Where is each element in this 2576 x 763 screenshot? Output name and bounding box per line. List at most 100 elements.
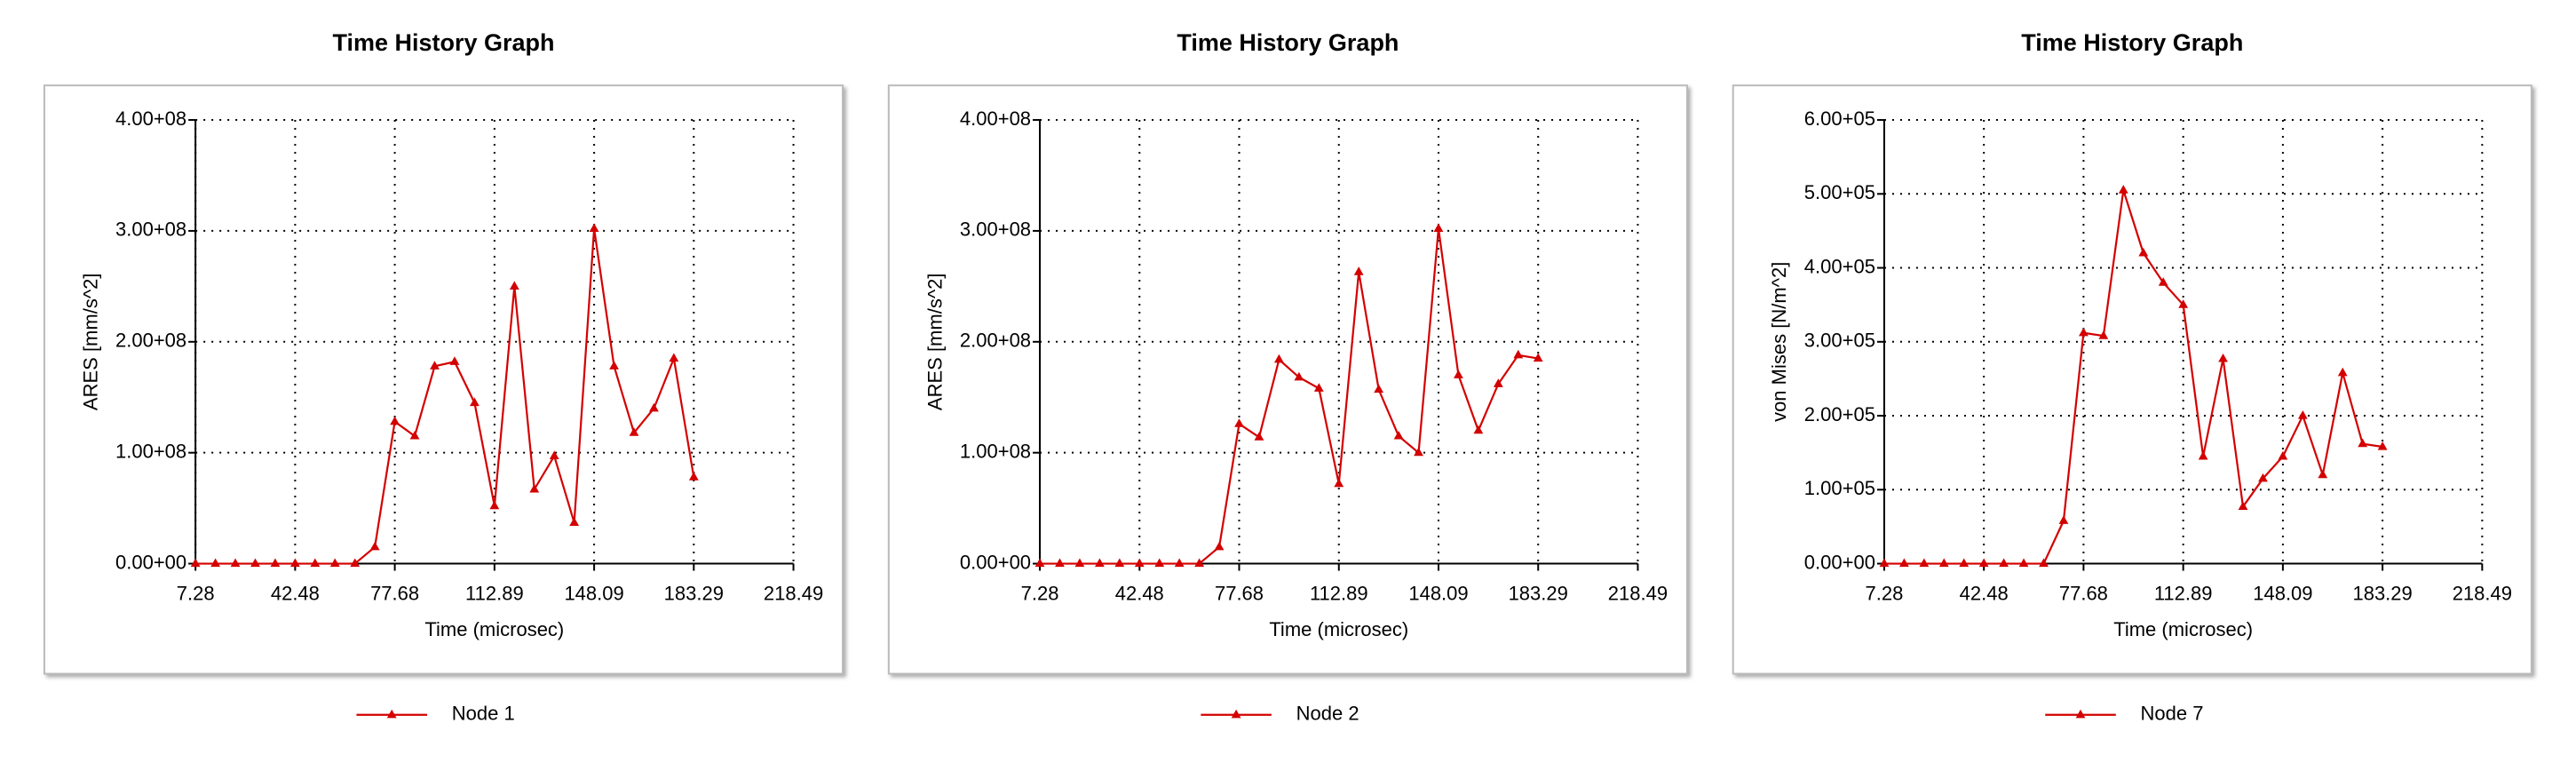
x-tick-label: 42.48 [1960, 583, 2009, 605]
data-point [1533, 353, 1543, 362]
y-tick-label: 6.00+05 [1804, 107, 1875, 130]
data-point [1154, 558, 1165, 568]
x-tick-label: 148.09 [564, 583, 623, 605]
data-point [2218, 353, 2228, 362]
data-point [250, 558, 260, 568]
y-axis-title: ARES [mm/s^2] [923, 274, 946, 411]
data-point [1919, 558, 1930, 568]
data-point [2318, 469, 2328, 479]
y-tick-label: 4.00+08 [960, 107, 1031, 130]
legend-label: Node 2 [1296, 703, 1359, 725]
data-point [529, 483, 540, 493]
panel-frame [43, 84, 844, 675]
data-point [2098, 330, 2109, 339]
data-point [649, 402, 659, 412]
data-point [210, 558, 220, 568]
y-tick-label: 4.00+08 [115, 107, 186, 130]
x-axis-title: Time (microsec) [1269, 618, 1408, 640]
x-tick-label: 183.29 [2352, 583, 2412, 605]
data-point [1313, 383, 1324, 392]
y-tick-label: 0.00+00 [1804, 551, 1875, 573]
data-point [369, 541, 380, 551]
data-point [688, 472, 699, 481]
data-point [1294, 371, 1304, 381]
data-point [1094, 558, 1105, 568]
data-point [310, 558, 321, 568]
data-point [2039, 558, 2049, 568]
y-tick-label: 0.00+00 [960, 551, 1031, 573]
data-point [2337, 367, 2348, 377]
data-point [1959, 558, 1970, 568]
data-point [449, 356, 460, 365]
data-point [289, 558, 300, 568]
legend-marker [1231, 709, 1241, 719]
data-point [1898, 558, 1909, 568]
x-tick-label: 218.49 [1608, 583, 1668, 605]
chart-title: Time History Graph [2021, 29, 2243, 56]
x-tick-label: 112.89 [2154, 583, 2213, 605]
y-tick-label: 3.00+05 [1804, 330, 1875, 352]
x-axis-title: Time (microsec) [2113, 618, 2253, 640]
x-tick-label: 7.28 [1021, 583, 1059, 605]
chart-title: Time History Graph [332, 29, 554, 56]
y-tick-label: 1.00+05 [1804, 477, 1875, 499]
y-tick-label: 2.00+05 [1804, 403, 1875, 425]
data-point [430, 361, 440, 370]
chart-panel: Time History Graph 0.00+00 1.00+08 2.00+08 3… [887, 29, 1688, 725]
data-point [2178, 299, 2189, 308]
data-point [1334, 478, 1344, 488]
data-point [350, 558, 361, 568]
data-point [1374, 384, 1384, 393]
panel-frame [1732, 84, 2532, 675]
data-point [2297, 410, 2308, 419]
data-point [2079, 327, 2089, 337]
x-tick-label: 7.28 [1866, 583, 1904, 605]
data-point [609, 361, 619, 370]
data-point [1194, 558, 1205, 568]
data-point [2278, 450, 2288, 460]
x-tick-label: 148.09 [2253, 583, 2312, 605]
data-point [1433, 223, 1444, 233]
chart-title: Time History Graph [1177, 29, 1399, 56]
data-point [2377, 441, 2388, 450]
data-point [329, 558, 340, 568]
y-tick-label: 1.00+08 [960, 440, 1031, 462]
data-point [2258, 473, 2268, 482]
data-point [2198, 450, 2208, 460]
data-line [195, 228, 695, 565]
data-point [1393, 430, 1404, 440]
data-point [409, 430, 420, 440]
legend-marker [2075, 709, 2086, 719]
data-point [2018, 558, 2029, 568]
data-point [549, 450, 559, 460]
chart-panel: Time History Graph 0.00+00 1.00+05 2.00+05 3… [1732, 29, 2532, 725]
x-tick-label: 42.48 [271, 583, 320, 605]
data-point [2158, 277, 2168, 286]
data-point [1134, 558, 1145, 568]
y-axis-title: von Mises [N/m^2] [1768, 262, 1790, 422]
y-tick-label: 2.00+08 [115, 330, 186, 352]
x-tick-label: 148.09 [1408, 583, 1468, 605]
data-point [589, 223, 599, 233]
data-point [390, 416, 400, 425]
data-point [629, 427, 639, 436]
y-tick-label: 1.00+08 [115, 440, 186, 462]
data-point [2238, 501, 2248, 511]
x-tick-label: 77.68 [2059, 583, 2108, 605]
chart-panel: Time History Graph 0.00+00 1.00+08 2.00+08 3… [43, 29, 844, 725]
y-tick-label: 5.00+05 [1804, 181, 1875, 203]
legend-label: Node 7 [2141, 703, 2204, 725]
data-point [669, 353, 679, 362]
data-point [489, 500, 500, 510]
data-point [2118, 185, 2128, 194]
x-tick-label: 42.48 [1115, 583, 1164, 605]
x-tick-label: 218.49 [2453, 583, 2512, 605]
data-point [1273, 354, 1284, 363]
data-point [470, 397, 480, 407]
y-axis-title: ARES [mm/s^2] [79, 274, 101, 411]
data-point [1074, 558, 1085, 568]
data-point [1493, 378, 1503, 387]
x-axis-title: Time (microsec) [424, 618, 564, 640]
data-point [1034, 558, 1045, 568]
